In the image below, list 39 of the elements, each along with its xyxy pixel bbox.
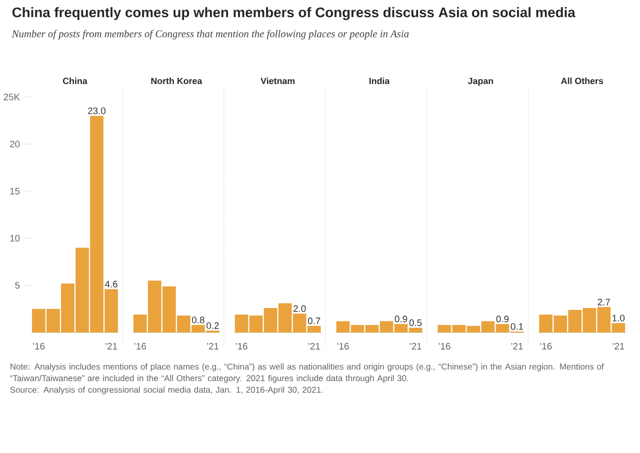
- x-tick-label: ’16: [540, 342, 552, 350]
- chart-title: Japan: [468, 78, 494, 86]
- x-tick-label: ’21: [511, 342, 523, 350]
- x-tick-label: ’16: [236, 342, 248, 350]
- data-label: 0.9: [394, 316, 408, 322]
- chart-title: China: [62, 77, 88, 84]
- data-label: 2.7: [598, 298, 610, 306]
- data-label: 1.0: [612, 314, 625, 322]
- x-tick-label: ’16: [134, 342, 146, 350]
- y-tick-label: 5: [15, 282, 20, 289]
- x-tick-label: ’21: [207, 342, 218, 350]
- data-label: 0.2: [206, 322, 219, 329]
- data-label: 0.9: [496, 316, 509, 322]
- x-tick-label: ’16: [33, 342, 45, 350]
- x-tick-label: ’21: [410, 342, 422, 350]
- y-tick-label: 10: [10, 234, 20, 242]
- data-label: 0.5: [409, 319, 422, 326]
- source-note: Source: Analysis of congressional social media data, Jan. 1, 2016-April 30, 2021.: [10, 386, 323, 394]
- data-label: 23.0: [88, 107, 106, 114]
- text: China frequently comes up when members of Congress discuss Asia on social media: [12, 7, 576, 20]
- data-label: 4.6: [104, 280, 118, 288]
- data-label: 0.7: [308, 317, 320, 324]
- data-label: 2.0: [294, 305, 306, 312]
- chart-title: All Others: [561, 77, 604, 84]
- data-label: 0.1: [510, 323, 524, 330]
- y-tick-label: 20: [10, 140, 20, 148]
- text: Note: Analysis includes mentions of place names (e.g., “China”) as well as nationalities and origin groups (e.g., “Chinese”) in the Asian region. Mentions of “Taiwan/Taiwanese” are included in the “All Others” category. 2021 figures include data through April 30.: [10, 363, 604, 383]
- chart-title: North Korea: [151, 77, 202, 84]
- x-tick-label: ’16: [337, 342, 349, 350]
- text: Number of posts from members of Congress that mention the following places or people in Asia: [12, 30, 409, 40]
- chart-title: Vietnam: [260, 77, 295, 84]
- x-tick-label: ’21: [106, 342, 118, 350]
- x-tick-label: ’21: [612, 342, 624, 350]
- y-tick-label: 15: [10, 188, 20, 194]
- data-label: 0.8: [192, 316, 204, 324]
- y-tick-label: 25K: [4, 94, 20, 100]
- x-tick-label: ’16: [438, 342, 450, 350]
- x-tick-label: ’21: [308, 342, 320, 350]
- chart-title: India: [369, 77, 390, 84]
